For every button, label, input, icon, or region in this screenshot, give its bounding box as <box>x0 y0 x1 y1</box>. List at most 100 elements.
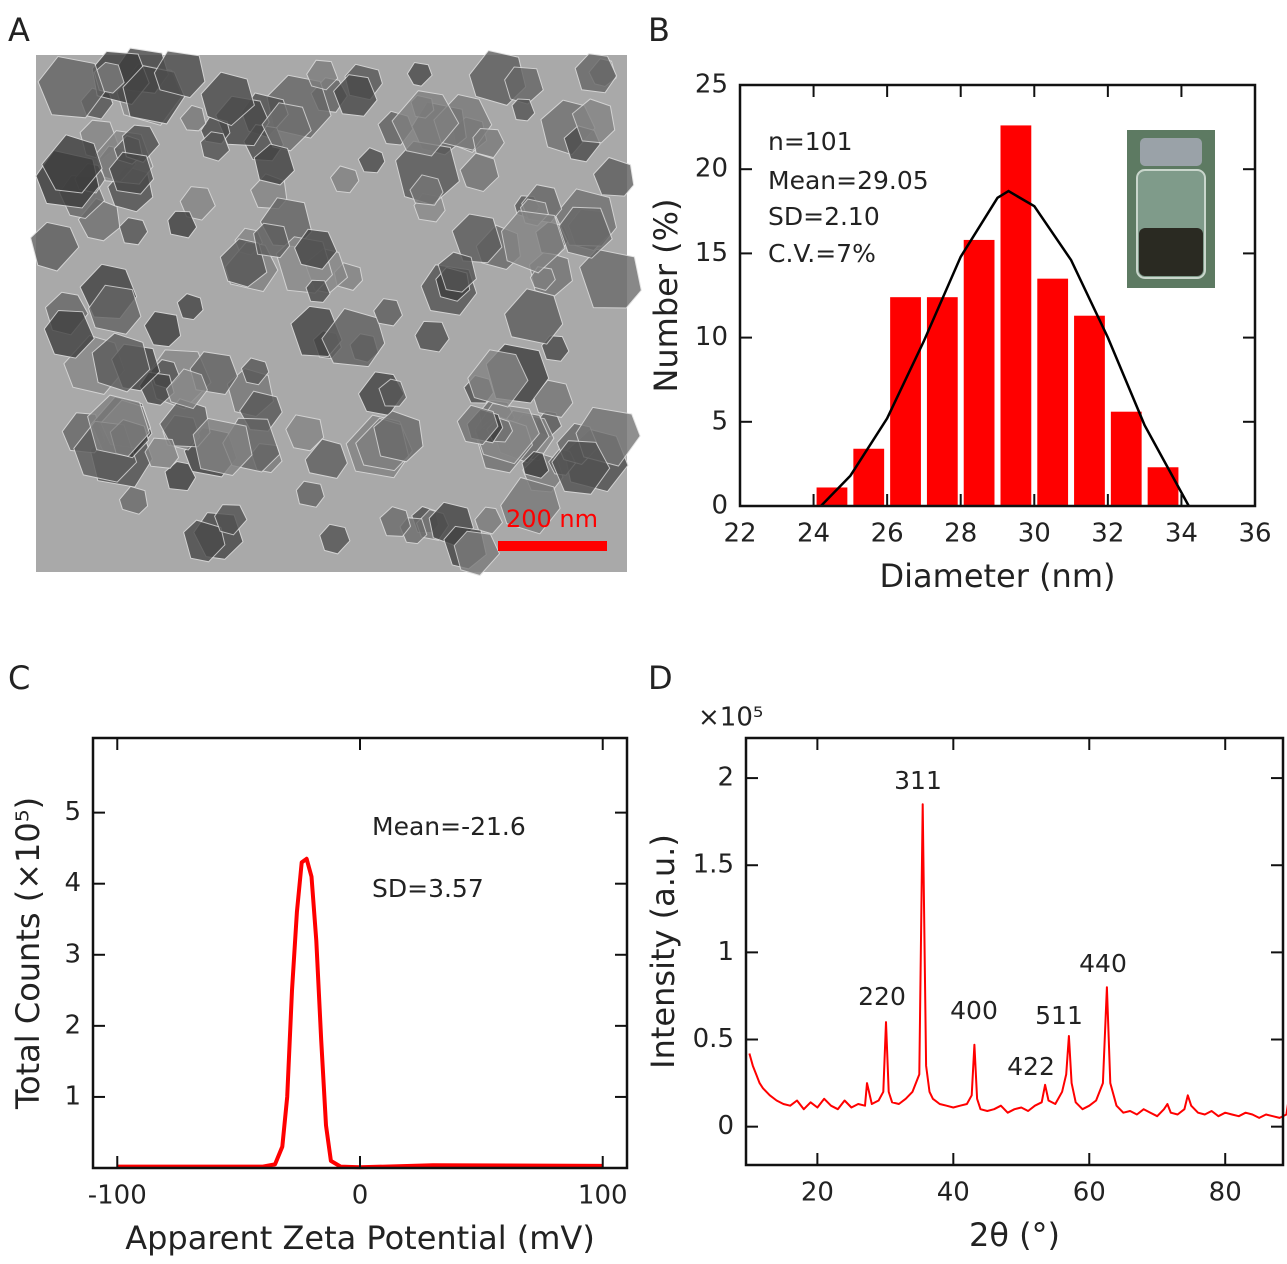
annotation: 311 <box>894 766 942 795</box>
y-tick-label: 4 <box>64 868 81 898</box>
particle <box>500 210 566 274</box>
particle <box>306 59 339 91</box>
particle <box>167 210 198 239</box>
particle <box>305 279 331 303</box>
vial-cap <box>1140 138 1202 166</box>
particle <box>41 134 103 194</box>
x-tick-label: 0 <box>352 1181 369 1211</box>
particle <box>118 485 149 515</box>
vial-liquid <box>1139 228 1203 276</box>
x-tick-label: 26 <box>871 519 904 549</box>
data-line <box>748 803 1287 1119</box>
particle <box>165 368 208 410</box>
particle <box>37 55 106 119</box>
y-multiplier: ×10⁵ <box>698 703 763 733</box>
particle <box>414 320 450 353</box>
particle <box>164 460 197 492</box>
particle <box>521 450 550 479</box>
particle <box>285 414 325 452</box>
annotation: SD=3.57 <box>372 874 484 903</box>
particle <box>240 357 270 386</box>
x-axis-label: 2θ (°) <box>969 1216 1060 1254</box>
particle <box>144 437 180 469</box>
bar <box>1147 467 1179 506</box>
bar <box>1037 278 1069 506</box>
y-tick-label: 2 <box>717 763 734 793</box>
particle <box>214 504 248 536</box>
y-tick-label: 2 <box>64 1010 81 1040</box>
particle <box>253 143 295 186</box>
particle <box>500 476 561 535</box>
fit-curve <box>820 189 1190 507</box>
tem-panel: A 200 nm <box>8 11 642 577</box>
y-tick-label: 5 <box>711 406 728 436</box>
bar <box>1074 315 1105 506</box>
y-tick-label: 1 <box>717 937 734 967</box>
data-line <box>117 856 603 1170</box>
bar <box>1000 125 1032 506</box>
annotation: C.V.=7% <box>768 239 876 268</box>
particle <box>592 156 635 197</box>
x-tick-label: 80 <box>1209 1178 1242 1208</box>
annotation: SD=2.10 <box>768 202 880 231</box>
annotation: 440 <box>1079 949 1127 978</box>
y-tick-label: 20 <box>695 154 728 184</box>
y-tick-label: 25 <box>695 70 728 100</box>
particle <box>87 394 150 457</box>
x-tick-label: 100 <box>578 1181 628 1211</box>
annotation: Mean=29.05 <box>768 166 929 195</box>
particle <box>43 309 95 359</box>
particle <box>357 147 386 174</box>
x-tick-label: 22 <box>723 519 756 549</box>
particle <box>143 310 182 348</box>
particle <box>391 90 460 157</box>
x-tick-label: 30 <box>1018 519 1051 549</box>
particle <box>30 221 80 272</box>
y-tick-label: 0 <box>717 1111 734 1141</box>
particle <box>409 174 444 206</box>
annotation: n=101 <box>768 127 853 156</box>
y-tick-label: 1.5 <box>693 850 734 880</box>
particle <box>192 417 253 477</box>
particle <box>437 251 477 293</box>
particle <box>253 222 291 259</box>
x-tick-label: 40 <box>937 1178 970 1208</box>
x-tick-label: 60 <box>1073 1178 1106 1208</box>
particle <box>472 127 505 159</box>
particle <box>474 506 504 535</box>
particle <box>504 288 564 345</box>
x-axis-label: Diameter (nm) <box>880 557 1116 595</box>
particle <box>451 213 503 264</box>
particle <box>176 293 204 321</box>
bar <box>1110 411 1142 506</box>
panel-label: A <box>8 11 30 49</box>
y-tick-label: 15 <box>695 238 728 268</box>
plot-frame <box>738 83 1257 508</box>
particle <box>153 50 206 99</box>
particle <box>295 480 325 508</box>
y-tick-label: 3 <box>64 939 81 969</box>
bar <box>853 448 885 506</box>
annotation: Mean=-21.6 <box>372 812 526 841</box>
particle <box>574 53 618 94</box>
vial-inset <box>1127 130 1215 288</box>
x-tick-label: 34 <box>1165 519 1198 549</box>
y-axis-label: Total Counts (×10⁵) <box>9 797 47 1110</box>
particle <box>453 530 501 577</box>
particle <box>88 284 142 335</box>
y-tick-label: 5 <box>64 797 81 827</box>
panel-label: C <box>8 659 30 697</box>
particle <box>551 440 611 495</box>
y-tick-label: 0.5 <box>693 1024 734 1054</box>
scale-bar-label: 200 nm <box>506 505 598 533</box>
particle <box>459 152 500 193</box>
particle <box>108 151 155 195</box>
particle <box>571 98 616 144</box>
scale-bar <box>498 541 607 551</box>
particle <box>558 206 613 259</box>
particle <box>294 228 338 270</box>
particle <box>329 165 360 194</box>
x-axis-label: Apparent Zeta Potential (mV) <box>125 1219 595 1257</box>
y-axis-label: Intensity (a.u.) <box>644 834 682 1069</box>
particle <box>333 74 378 117</box>
